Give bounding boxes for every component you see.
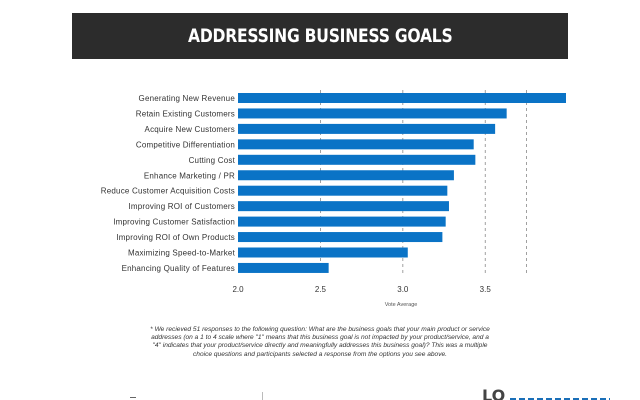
bar bbox=[238, 154, 476, 165]
brand-logo-text: LO bbox=[482, 388, 506, 400]
category-label: Competitive Differentiation bbox=[136, 140, 235, 149]
category-label: Improving ROI of Own Products bbox=[116, 233, 235, 242]
x-tick-label: 3.5 bbox=[480, 285, 492, 294]
bar bbox=[238, 93, 566, 103]
bar bbox=[238, 185, 448, 196]
x-tick-label: 2.5 bbox=[315, 285, 327, 294]
bottom-rule bbox=[130, 397, 136, 398]
bar bbox=[238, 139, 474, 150]
bar bbox=[238, 262, 329, 273]
footnote: * We recieved 51 responses to the follow… bbox=[150, 326, 490, 358]
category-label: Generating New Revenue bbox=[139, 94, 236, 103]
category-label: Improving ROI of Customers bbox=[128, 202, 235, 211]
category-label: Retain Existing Customers bbox=[136, 109, 235, 118]
bar bbox=[238, 201, 449, 212]
x-axis-label: Vote Average bbox=[385, 302, 418, 308]
bar bbox=[238, 232, 443, 243]
category-label: Reduce Customer Acquisition Costs bbox=[101, 187, 235, 196]
brand-logo-bar bbox=[510, 398, 610, 400]
category-label: Enhance Marketing / PR bbox=[144, 171, 235, 180]
bar bbox=[238, 216, 446, 227]
x-tick-label: 2.0 bbox=[232, 285, 244, 294]
category-label: Improving Customer Satisfaction bbox=[113, 218, 235, 227]
brand-logo: LO bbox=[480, 388, 620, 400]
category-label: Enhancing Quality of Features bbox=[122, 264, 235, 273]
title-banner: ADDRESSING BUSINESS GOALS bbox=[72, 13, 568, 59]
x-tick-label: 3.0 bbox=[397, 285, 409, 294]
category-label: Acquire New Customers bbox=[145, 125, 235, 134]
bar bbox=[238, 108, 507, 119]
bar bbox=[238, 247, 408, 258]
bottom-divider bbox=[262, 392, 263, 400]
bar bbox=[238, 123, 496, 134]
bar bbox=[238, 170, 454, 181]
chart-title: ADDRESSING BUSINESS GOALS bbox=[187, 25, 453, 47]
category-label: Cutting Cost bbox=[189, 156, 236, 165]
category-label: Maximizing Speed-to-Market bbox=[128, 249, 236, 258]
